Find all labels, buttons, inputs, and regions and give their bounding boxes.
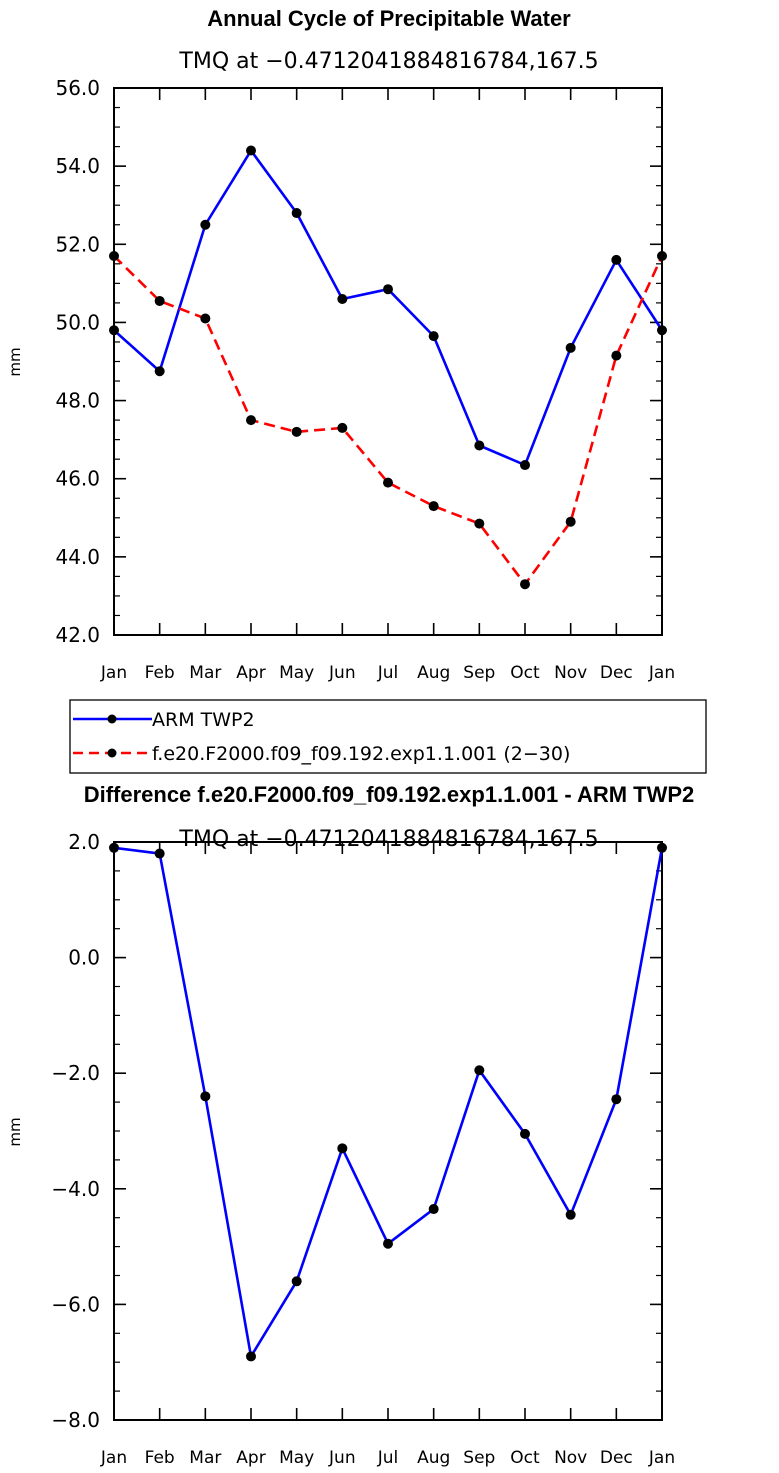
chart1-x-tick-label: Nov: [554, 663, 587, 683]
legend-label-arm: ARM TWP2: [152, 709, 255, 731]
chart1-series-0-point: [657, 325, 667, 336]
chart1-x-tick-label: Sep: [463, 663, 495, 683]
chart1-series-1-point: [200, 313, 211, 324]
chart1-series-1-point: [565, 516, 576, 527]
legend-marker-model: [107, 748, 117, 758]
chart2-series-0-point: [657, 842, 667, 853]
chart2-series-0-point: [428, 1204, 439, 1215]
chart1-series-0-point: [109, 325, 119, 336]
chart1-x-tick-label: Feb: [145, 663, 175, 683]
chart1-x-tick-label: Jun: [328, 663, 356, 683]
chart2-series-0-point: [246, 1351, 256, 1362]
chart2-series-0-point: [520, 1128, 530, 1139]
chart2-series-0-point: [383, 1238, 393, 1249]
chart1-series-0-point: [520, 460, 530, 471]
chart2-y-tick-label: 0.0: [68, 946, 100, 970]
chart1-x-tick-label: Oct: [510, 663, 540, 683]
chart1-series-1-point: [383, 477, 393, 488]
chart1-series-0-point: [565, 342, 576, 353]
chart2-y-tick-label: −2.0: [51, 1061, 100, 1085]
chart2-series-0-point: [109, 842, 119, 853]
chart2-x-tick-label: Oct: [510, 1448, 540, 1468]
chart2-x-tick-label: Apr: [236, 1448, 265, 1468]
chart1-series-0-point: [200, 219, 211, 230]
chart1-series-0-point: [611, 254, 622, 265]
chart2-y-tick-label: 2.0: [68, 830, 100, 854]
chart1-y-tick-label: 52.0: [55, 232, 100, 256]
chart2-series-0-point: [154, 848, 165, 859]
chart1-series-1-point: [246, 415, 256, 426]
chart1-x-tick-label: Mar: [189, 663, 221, 683]
chart2-y-tick-label: −8.0: [51, 1408, 100, 1432]
chart1-title: Annual Cycle of Precipitable Water: [207, 6, 571, 31]
legend-box: [69, 699, 707, 774]
chart1-series-0-point: [246, 145, 256, 156]
chart2-series-0-point: [337, 1143, 348, 1154]
chart1-y-tick-label: 54.0: [55, 154, 100, 178]
chart2-x-tick-label: Sep: [463, 1448, 495, 1468]
chart1-y-tick-label: 46.0: [55, 467, 100, 491]
chart2-series-0-point: [200, 1091, 211, 1102]
chart2-y-axis-label: mm: [6, 1117, 24, 1146]
legend-label-model: f.e20.F2000.f09_f09.192.exp1.1.001 (2−30…: [152, 743, 570, 765]
chart2-x-tick-label: Mar: [189, 1448, 221, 1468]
chart-annual-cycle: Annual Cycle of Precipitable Water TMQ a…: [6, 6, 675, 683]
chart2-x-tick-label: Feb: [145, 1448, 175, 1468]
chart1-x-tick-label: Jul: [377, 663, 399, 683]
chart1-y-tick-label: 42.0: [55, 623, 100, 647]
chart1-y-axis-label: mm: [6, 347, 24, 376]
chart2-x-tick-label: Jul: [377, 1448, 399, 1468]
chart1-y-tick-label: 44.0: [55, 545, 100, 569]
chart-difference: Difference f.e20.F2000.f09_f09.192.exp1.…: [6, 782, 694, 1468]
chart2-series-0-point: [611, 1094, 622, 1105]
chart1-series-0-line: [113, 149, 664, 467]
chart1-series-0-point: [383, 284, 393, 295]
chart1-series-0-point: [428, 331, 439, 342]
chart1-y-tick-label: 56.0: [55, 76, 100, 100]
chart2-x-tick-label: Dec: [600, 1448, 633, 1468]
chart1-series-0-point: [154, 366, 165, 377]
chart1-series-0-point: [474, 440, 485, 451]
chart2-y-tick-label: −6.0: [51, 1292, 100, 1316]
chart2-x-tick-label: Aug: [417, 1448, 450, 1468]
chart2-x-tick-label: Jan: [648, 1448, 675, 1468]
chart1-x-tick-label: Aug: [417, 663, 450, 683]
chart1-plot-frame: [113, 87, 663, 636]
chart1-series-0-point: [337, 293, 348, 304]
chart1-x-tick-label: Jan: [100, 663, 127, 683]
chart1-subtitle: TMQ at −0.4712041884816784,167.5: [178, 49, 598, 74]
chart1-x-tick-label: May: [279, 663, 314, 683]
chart1-series-1-point: [611, 350, 622, 361]
chart1-series-1-point: [520, 579, 530, 590]
chart1-y-tick-label: 50.0: [55, 310, 100, 334]
chart1-x-tick-label: Jan: [648, 663, 675, 683]
chart2-series-0-point: [474, 1065, 485, 1076]
chart2-x-tick-label: Jun: [328, 1448, 356, 1468]
chart1-series-1-point: [109, 251, 119, 262]
chart1-series-1-point: [154, 295, 165, 306]
chart2-x-tick-label: May: [279, 1448, 314, 1468]
legend-marker-arm: [107, 714, 117, 724]
chart1-series-0-point: [291, 208, 302, 219]
chart2-series-0-point: [291, 1276, 302, 1287]
chart1-x-tick-label: Apr: [236, 663, 265, 683]
chart1-series-1-point: [291, 426, 302, 437]
chart1-series-1-line: [113, 255, 664, 586]
chart1-x-tick-label: Dec: [600, 663, 633, 683]
chart1-series-1-point: [428, 501, 439, 512]
chart1-series-1-point: [474, 518, 485, 529]
chart2-series-0-point: [565, 1209, 576, 1220]
chart2-x-tick-label: Jan: [100, 1448, 127, 1468]
chart1-y-tick-label: 48.0: [55, 389, 100, 413]
chart1-series-1-point: [337, 422, 348, 433]
chart2-x-tick-label: Nov: [554, 1448, 587, 1468]
chart2-series-0-line: [113, 846, 664, 1358]
chart2-plot-frame: [113, 841, 663, 1421]
legend: ARM TWP2 f.e20.F2000.f09_f09.192.exp1.1.…: [69, 699, 707, 774]
chart2-title: Difference f.e20.F2000.f09_f09.192.exp1.…: [84, 782, 695, 807]
chart2-y-tick-label: −4.0: [51, 1177, 100, 1201]
chart1-series-1-point: [657, 251, 667, 262]
